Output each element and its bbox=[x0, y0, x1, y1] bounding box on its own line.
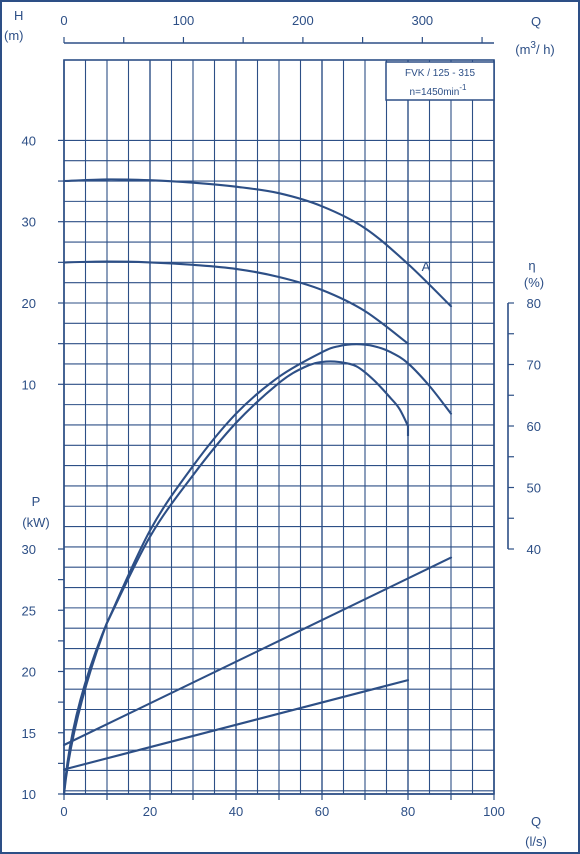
bottom-axis-tick-label: 60 bbox=[315, 804, 329, 819]
flow-bottom-axis-unit: (l/s) bbox=[525, 834, 547, 849]
top-axis-tick-label: 100 bbox=[173, 13, 195, 28]
head-curve-upper bbox=[62, 178, 453, 308]
info-box: FVK / 125 - 315 n=1450min-1 bbox=[385, 61, 495, 101]
flow-bottom-axis-label: Q bbox=[531, 814, 541, 829]
power-axis-unit: (kW) bbox=[22, 515, 49, 530]
efficiency-axis-tick-label: 40 bbox=[527, 542, 541, 557]
head-axis-tick-label: 30 bbox=[22, 215, 36, 230]
tick-labels: 0 20 40 60 80 100 0 100 200 300 10 20 30 40 10 15 20 25 30… bbox=[22, 13, 541, 819]
curve-label-a: A bbox=[422, 259, 431, 274]
efficiency-curve-upper bbox=[62, 343, 453, 796]
head-axis-tick-label: 20 bbox=[22, 296, 36, 311]
efficiency-axis-tick-label: 80 bbox=[527, 296, 541, 311]
top-axis-tick-label: 200 bbox=[292, 13, 314, 28]
bottom-axis-tick-label: 80 bbox=[401, 804, 415, 819]
top-axis-tick-label: 300 bbox=[411, 13, 433, 28]
head-axis-tick-label: 10 bbox=[22, 377, 36, 392]
efficiency-axis-unit: (%) bbox=[524, 275, 544, 290]
flow-top-axis-label: Q bbox=[531, 14, 541, 29]
power-axis-tick-label: 20 bbox=[22, 665, 36, 680]
head-axis-unit: (m) bbox=[4, 28, 24, 43]
info-box-frame bbox=[385, 61, 495, 101]
chart-grid bbox=[63, 59, 495, 795]
bottom-axis-tick-label: 40 bbox=[229, 804, 243, 819]
power-curve-a bbox=[62, 679, 410, 771]
power-axis-label: P bbox=[32, 494, 41, 509]
curve-series bbox=[62, 178, 453, 796]
power-axis-tick-label: 25 bbox=[22, 603, 36, 618]
efficiency-axis-tick-label: 60 bbox=[527, 419, 541, 434]
efficiency-axis-tick-label: 50 bbox=[527, 481, 541, 496]
efficiency-axis-label: η bbox=[528, 258, 535, 273]
top-axis-tick-label: 0 bbox=[60, 13, 67, 28]
power-axis-tick-label: 15 bbox=[22, 726, 36, 741]
bottom-axis-tick-label: 100 bbox=[483, 804, 505, 819]
power-curve-upper bbox=[62, 556, 453, 747]
head-curve-a bbox=[62, 260, 410, 345]
head-axis-label: H bbox=[14, 8, 23, 23]
efficiency-axis-tick-label: 70 bbox=[527, 358, 541, 373]
bottom-axis-tick-label: 0 bbox=[60, 804, 67, 819]
info-box-model: FVK / 125 - 315 bbox=[405, 68, 475, 79]
efficiency-curve-a bbox=[62, 360, 410, 796]
power-axis-tick-label: 30 bbox=[22, 542, 36, 557]
head-axis-tick-label: 40 bbox=[22, 133, 36, 148]
power-axis-tick-label: 10 bbox=[22, 787, 36, 802]
info-box-speed: n=1450min-1 bbox=[410, 83, 467, 98]
flow-top-axis-unit: (m3/ h) bbox=[515, 40, 555, 57]
bottom-axis-tick-label: 20 bbox=[143, 804, 157, 819]
